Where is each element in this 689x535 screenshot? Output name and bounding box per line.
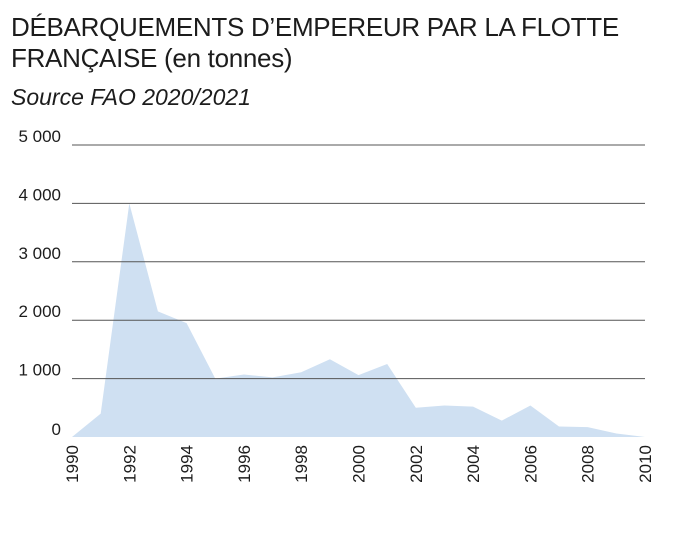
x-tick-label: 2010 bbox=[636, 445, 655, 483]
x-tick-label: 2008 bbox=[579, 445, 598, 483]
y-tick-label: 1 000 bbox=[18, 361, 61, 380]
x-tick-label: 2000 bbox=[350, 445, 369, 483]
x-tick-label: 1992 bbox=[120, 445, 139, 483]
y-tick-label: 3 000 bbox=[18, 244, 61, 263]
chart-subtitle: Source FAO 2020/2021 bbox=[11, 84, 251, 110]
chart-title-line1: DÉBARQUEMENTS D’EMPEREUR PAR LA FLOTTE bbox=[11, 12, 619, 42]
y-tick-label: 4 000 bbox=[18, 185, 61, 204]
x-tick-label: 1996 bbox=[235, 445, 254, 483]
y-tick-label: 5 000 bbox=[18, 127, 61, 146]
x-tick-label: 2002 bbox=[407, 445, 426, 483]
x-tick-label: 1990 bbox=[63, 445, 82, 483]
y-tick-label: 0 bbox=[52, 420, 61, 439]
x-tick-label: 1994 bbox=[178, 445, 197, 483]
x-tick-label: 2006 bbox=[521, 445, 540, 483]
chart-title-line2: FRANÇAISE bbox=[11, 43, 158, 73]
chart-title: DÉBARQUEMENTS D’EMPEREUR PAR LA FLOTTE F… bbox=[11, 12, 619, 74]
x-tick-label: 1998 bbox=[292, 445, 311, 483]
x-tick-label: 2004 bbox=[464, 445, 483, 483]
chart-title-unit: (en tonnes) bbox=[164, 43, 293, 73]
y-tick-label: 2 000 bbox=[18, 302, 61, 321]
